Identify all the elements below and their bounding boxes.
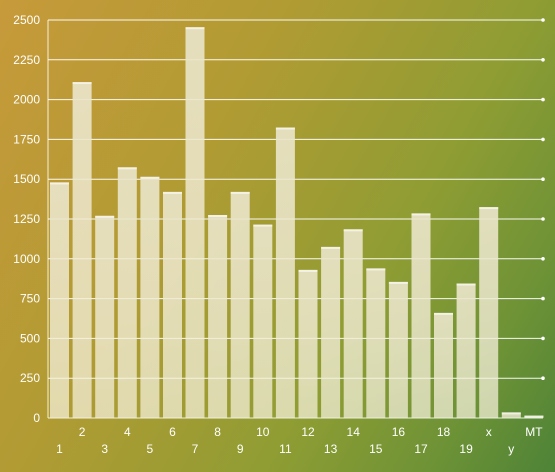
bar-18: [434, 312, 453, 418]
bar-16: [388, 281, 408, 418]
x-tick-label: 19: [459, 442, 473, 456]
bar-top-edge: [275, 127, 295, 130]
y-tick-label: 500: [20, 331, 40, 345]
bar-top-edge: [501, 412, 521, 415]
y-tick-label: 2250: [13, 53, 40, 67]
bar-top-edge: [253, 224, 273, 227]
gridline-end-dot: [541, 177, 545, 181]
bar-top-edge: [298, 269, 318, 272]
y-tick-label: 2000: [13, 93, 40, 107]
bar-top-edge: [343, 229, 363, 232]
bar-14: [343, 229, 363, 418]
bar-top-edge: [208, 215, 228, 217]
x-tick-label: 12: [301, 425, 315, 439]
y-tick-label: 0: [33, 411, 40, 425]
x-tick-label: 9: [237, 442, 244, 456]
x-tick-label: 18: [437, 425, 451, 439]
bar-top-edge: [72, 82, 92, 85]
y-tick-label: 250: [20, 371, 40, 385]
gridline-end-dot: [541, 58, 545, 62]
bar-8: [208, 215, 228, 418]
y-tick-label: 1750: [13, 132, 40, 146]
x-tick-label: MT: [525, 425, 543, 439]
bar-19: [456, 283, 476, 418]
bar-12: [298, 269, 318, 418]
bar-x: [479, 207, 499, 418]
y-tick-label: 1500: [13, 172, 40, 186]
bar-top-edge: [163, 191, 182, 194]
bar-top-edge: [388, 281, 408, 284]
bar-top-edge: [479, 207, 499, 210]
x-tick-label: 14: [347, 425, 361, 439]
gridline-end-dot: [541, 137, 545, 142]
bar-top-edge: [50, 182, 69, 185]
bar-10: [253, 224, 273, 418]
bar-top-edge: [411, 213, 431, 216]
bar-top-edge: [456, 283, 476, 286]
bar-9: [230, 191, 250, 418]
gridline-end-dot: [541, 97, 545, 102]
x-tick-label: 13: [324, 442, 338, 456]
bar-top-edge: [524, 415, 544, 418]
gridline-end-dot: [541, 257, 545, 261]
bar-3: [95, 215, 115, 418]
gridline-end-dot: [541, 336, 545, 341]
bar-5: [140, 176, 160, 418]
bar-top-edge: [95, 215, 115, 218]
bar-15: [366, 268, 386, 418]
x-tick-label: 16: [392, 425, 406, 439]
y-tick-label: 2500: [13, 13, 40, 27]
x-tick-label: 6: [169, 425, 176, 439]
x-tick-label: x: [486, 425, 492, 439]
bar-top-edge: [321, 246, 341, 249]
bar-top-edge: [230, 191, 250, 194]
y-tick-label: 750: [20, 292, 40, 306]
x-tick-label: 1: [56, 442, 63, 456]
bar-top-edge: [185, 27, 205, 30]
x-tick-label: y: [508, 442, 514, 456]
x-tick-label: 17: [414, 442, 428, 456]
x-tick-label: 11: [279, 442, 292, 456]
bar-2: [72, 82, 92, 418]
bar-6: [163, 191, 182, 418]
bar-4: [117, 167, 137, 418]
x-tick-label: 10: [256, 425, 270, 439]
gridline-end-dot: [541, 296, 545, 301]
bar-17: [411, 213, 431, 418]
x-tick-label: 15: [369, 442, 383, 456]
bar-top-edge: [117, 167, 137, 170]
x-tick-label: 3: [101, 442, 108, 456]
bar-1: [50, 182, 69, 418]
bar-top-edge: [366, 268, 386, 271]
bar-13: [321, 246, 341, 418]
x-tick-label: 7: [192, 442, 199, 456]
gridline-end-dot: [541, 18, 545, 22]
x-tick-label: 4: [124, 425, 131, 439]
x-tick-label: 2: [79, 425, 86, 439]
bar-11: [275, 127, 295, 418]
x-tick-label: 8: [214, 425, 221, 439]
gridline-end-dot: [541, 376, 545, 381]
y-tick-label: 1250: [13, 212, 40, 226]
bar-top-edge: [140, 176, 160, 179]
y-tick-label: 1000: [13, 252, 40, 266]
gridline-end-dot: [541, 217, 545, 221]
bar-top-edge: [434, 312, 453, 315]
x-tick-label: 5: [147, 442, 154, 456]
bar-y: [501, 412, 521, 418]
bar-7: [185, 27, 205, 418]
